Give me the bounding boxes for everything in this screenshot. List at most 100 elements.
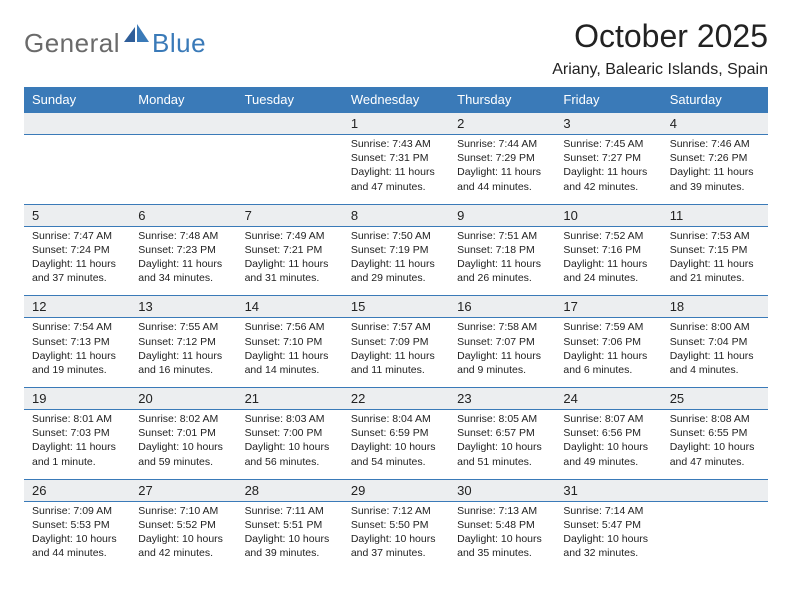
sunset-text: Sunset: 7:12 PM (138, 335, 228, 349)
day-cell-number: 31 (555, 479, 661, 501)
day-cell-number: 18 (662, 296, 768, 318)
sunrise-text: Sunrise: 7:43 AM (351, 137, 441, 151)
day-cell-number: 12 (24, 296, 130, 318)
day-cell-details: Sunrise: 7:46 AMSunset: 7:26 PMDaylight:… (662, 135, 768, 205)
day-number: 31 (555, 480, 661, 501)
daylight-text: Daylight: 11 hours and 9 minutes. (457, 349, 547, 377)
daynum-row: 19202122232425 (24, 388, 768, 410)
day-number: 4 (662, 113, 768, 134)
sunset-text: Sunset: 7:26 PM (670, 151, 760, 165)
day-cell-number: 13 (130, 296, 236, 318)
title-block: October 2025 Ariany, Balearic Islands, S… (552, 18, 768, 79)
day-cell-number (24, 113, 130, 135)
day-details: Sunrise: 7:58 AMSunset: 7:07 PMDaylight:… (449, 318, 555, 387)
day-number: 18 (662, 296, 768, 317)
day-details: Sunrise: 7:50 AMSunset: 7:19 PMDaylight:… (343, 227, 449, 296)
day-details: Sunrise: 8:00 AMSunset: 7:04 PMDaylight:… (662, 318, 768, 387)
day-number: 12 (24, 296, 130, 317)
day-number: 22 (343, 388, 449, 409)
sunrise-text: Sunrise: 7:13 AM (457, 504, 547, 518)
daylight-text: Daylight: 11 hours and 37 minutes. (32, 257, 122, 285)
day-cell-details: Sunrise: 7:11 AMSunset: 5:51 PMDaylight:… (237, 501, 343, 570)
day-details: Sunrise: 7:57 AMSunset: 7:09 PMDaylight:… (343, 318, 449, 387)
day-number: 7 (237, 205, 343, 226)
day-cell-details: Sunrise: 7:58 AMSunset: 7:07 PMDaylight:… (449, 318, 555, 388)
sunset-text: Sunset: 7:21 PM (245, 243, 335, 257)
sunrise-text: Sunrise: 8:07 AM (563, 412, 653, 426)
day-details: Sunrise: 8:05 AMSunset: 6:57 PMDaylight:… (449, 410, 555, 479)
weekday-header: Tuesday (237, 87, 343, 113)
day-details (24, 135, 130, 193)
day-number (662, 480, 768, 501)
daylight-text: Daylight: 11 hours and 39 minutes. (670, 165, 760, 193)
daylight-text: Daylight: 10 hours and 59 minutes. (138, 440, 228, 468)
day-cell-number: 17 (555, 296, 661, 318)
day-number (24, 113, 130, 134)
day-cell-number: 1 (343, 113, 449, 135)
sunrise-text: Sunrise: 8:01 AM (32, 412, 122, 426)
day-cell-number: 27 (130, 479, 236, 501)
calendar-table: Sunday Monday Tuesday Wednesday Thursday… (24, 87, 768, 570)
sunset-text: Sunset: 7:23 PM (138, 243, 228, 257)
day-number: 10 (555, 205, 661, 226)
sunrise-text: Sunrise: 8:03 AM (245, 412, 335, 426)
sunrise-text: Sunrise: 7:54 AM (32, 320, 122, 334)
day-cell-number: 16 (449, 296, 555, 318)
day-cell-details: Sunrise: 7:10 AMSunset: 5:52 PMDaylight:… (130, 501, 236, 570)
day-details: Sunrise: 7:10 AMSunset: 5:52 PMDaylight:… (130, 502, 236, 571)
day-details: Sunrise: 7:11 AMSunset: 5:51 PMDaylight:… (237, 502, 343, 571)
sunrise-text: Sunrise: 7:10 AM (138, 504, 228, 518)
day-details: Sunrise: 7:45 AMSunset: 7:27 PMDaylight:… (555, 135, 661, 204)
day-cell-number: 30 (449, 479, 555, 501)
day-cell-number: 21 (237, 388, 343, 410)
day-cell-number: 26 (24, 479, 130, 501)
daynum-row: 262728293031 (24, 479, 768, 501)
day-details: Sunrise: 8:02 AMSunset: 7:01 PMDaylight:… (130, 410, 236, 479)
day-cell-number: 15 (343, 296, 449, 318)
day-details: Sunrise: 8:07 AMSunset: 6:56 PMDaylight:… (555, 410, 661, 479)
day-cell-number: 20 (130, 388, 236, 410)
logo-sail-icon (124, 24, 150, 49)
sunrise-text: Sunrise: 7:55 AM (138, 320, 228, 334)
weekday-header: Wednesday (343, 87, 449, 113)
day-details: Sunrise: 8:03 AMSunset: 7:00 PMDaylight:… (237, 410, 343, 479)
day-number: 14 (237, 296, 343, 317)
day-cell-number: 9 (449, 204, 555, 226)
details-row: Sunrise: 7:09 AMSunset: 5:53 PMDaylight:… (24, 501, 768, 570)
day-number: 19 (24, 388, 130, 409)
sunrise-text: Sunrise: 7:51 AM (457, 229, 547, 243)
day-details: Sunrise: 7:44 AMSunset: 7:29 PMDaylight:… (449, 135, 555, 204)
weekday-header: Saturday (662, 87, 768, 113)
sunrise-text: Sunrise: 7:50 AM (351, 229, 441, 243)
sunset-text: Sunset: 7:31 PM (351, 151, 441, 165)
weekday-header-row: Sunday Monday Tuesday Wednesday Thursday… (24, 87, 768, 113)
sunset-text: Sunset: 7:16 PM (563, 243, 653, 257)
daylight-text: Daylight: 10 hours and 51 minutes. (457, 440, 547, 468)
daylight-text: Daylight: 11 hours and 11 minutes. (351, 349, 441, 377)
sunset-text: Sunset: 7:29 PM (457, 151, 547, 165)
day-number: 27 (130, 480, 236, 501)
day-details: Sunrise: 7:43 AMSunset: 7:31 PMDaylight:… (343, 135, 449, 204)
sunrise-text: Sunrise: 8:08 AM (670, 412, 760, 426)
day-cell-details: Sunrise: 7:52 AMSunset: 7:16 PMDaylight:… (555, 226, 661, 296)
day-cell-details: Sunrise: 7:12 AMSunset: 5:50 PMDaylight:… (343, 501, 449, 570)
sunrise-text: Sunrise: 7:46 AM (670, 137, 760, 151)
day-details (237, 135, 343, 193)
day-cell-number: 23 (449, 388, 555, 410)
sunset-text: Sunset: 5:53 PM (32, 518, 122, 532)
details-row: Sunrise: 7:54 AMSunset: 7:13 PMDaylight:… (24, 318, 768, 388)
daylight-text: Daylight: 11 hours and 42 minutes. (563, 165, 653, 193)
sunset-text: Sunset: 6:56 PM (563, 426, 653, 440)
day-cell-details: Sunrise: 8:04 AMSunset: 6:59 PMDaylight:… (343, 410, 449, 480)
sunrise-text: Sunrise: 7:09 AM (32, 504, 122, 518)
day-cell-details: Sunrise: 8:07 AMSunset: 6:56 PMDaylight:… (555, 410, 661, 480)
day-cell-number: 3 (555, 113, 661, 135)
sunrise-text: Sunrise: 7:47 AM (32, 229, 122, 243)
day-cell-details: Sunrise: 8:02 AMSunset: 7:01 PMDaylight:… (130, 410, 236, 480)
sunset-text: Sunset: 7:15 PM (670, 243, 760, 257)
logo: General Blue (24, 24, 206, 63)
daylight-text: Daylight: 10 hours and 56 minutes. (245, 440, 335, 468)
day-cell-number: 25 (662, 388, 768, 410)
day-cell-details: Sunrise: 7:59 AMSunset: 7:06 PMDaylight:… (555, 318, 661, 388)
day-cell-number (130, 113, 236, 135)
